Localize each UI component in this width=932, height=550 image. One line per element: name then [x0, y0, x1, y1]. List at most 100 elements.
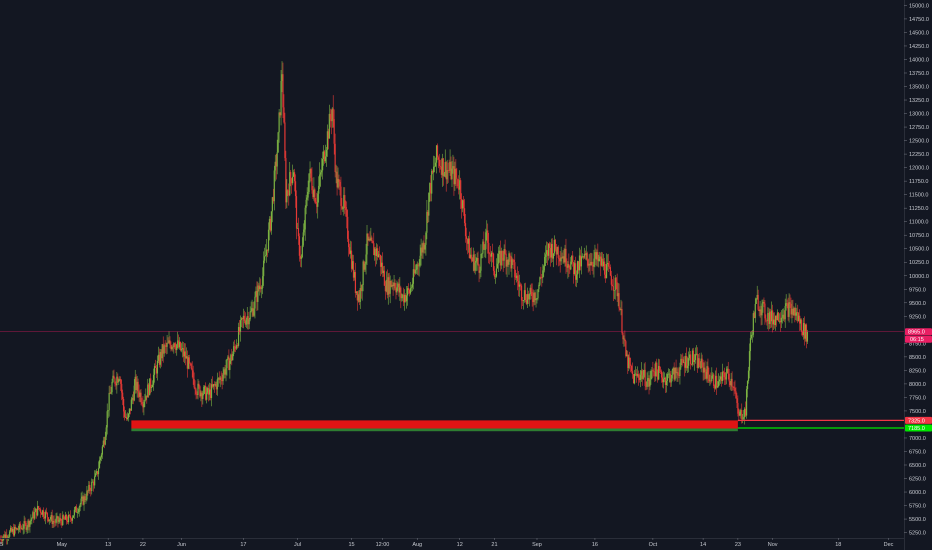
candle-body [519, 284, 522, 286]
candle-body [741, 410, 743, 420]
candle-body [143, 401, 145, 408]
candle-body [698, 358, 700, 366]
candle-body [389, 280, 391, 294]
candle-body [628, 357, 630, 369]
candle-body [250, 311, 252, 312]
candle-body [603, 261, 606, 275]
candle-body [465, 236, 468, 240]
candle-body [517, 275, 519, 282]
candle-body [112, 375, 114, 382]
candle-body [113, 375, 115, 379]
candle-body [497, 253, 499, 264]
candle-body [347, 216, 349, 239]
candle-body [82, 496, 84, 505]
candle-body [404, 294, 406, 303]
candle-body [35, 508, 37, 512]
candle-body [602, 258, 604, 267]
candle-body [42, 510, 45, 517]
candle-body [607, 262, 610, 267]
candle-body [723, 372, 725, 378]
candle-body [525, 300, 527, 304]
candle-body [71, 517, 74, 521]
candle-body [228, 356, 230, 370]
candle-body [415, 269, 417, 271]
price-tick-label: 5500.0 [909, 517, 926, 523]
candle-body [181, 348, 184, 350]
candle-body [166, 342, 168, 347]
candle-body [559, 258, 561, 262]
time-axis[interactable]: 15 May 13 22 Jun 17 Jul 15 12:00 Aug 12 21 Sep 16 Oct 1… [0, 538, 904, 548]
candle-body [101, 446, 103, 455]
candle-body [599, 256, 601, 259]
candle-body [522, 300, 525, 302]
price-tick-label: 14750.0 [909, 17, 929, 23]
candle-body [355, 291, 357, 294]
candle-body [47, 517, 49, 522]
time-tick-label: 22 [140, 542, 146, 548]
candle-body [161, 344, 163, 359]
price-axis[interactable]: 15000.0 14750.0 14500.0 14250.0 14000.0 13750… [904, 0, 929, 550]
candle-body [253, 308, 255, 316]
candle-body [232, 353, 234, 361]
candle-body [626, 354, 628, 357]
candle-body [412, 269, 414, 284]
candle-body [326, 131, 329, 150]
candle-body [124, 416, 127, 418]
candle-body [315, 201, 317, 204]
candle-body [387, 277, 389, 295]
candle-body [263, 260, 265, 277]
zone-bottom-tag-box [905, 424, 932, 432]
candle-body [235, 346, 237, 349]
time-tick-label: Jun [177, 542, 186, 548]
candle-body [587, 259, 589, 266]
candle-body [346, 210, 348, 217]
candle-body [658, 366, 660, 380]
candle-body [118, 379, 120, 383]
candle-body [500, 251, 502, 266]
candle-body [530, 287, 532, 293]
candle-body [392, 284, 394, 287]
candle-body [568, 264, 570, 268]
candle-body [247, 316, 249, 325]
candle-body [435, 145, 438, 163]
candle-body [678, 375, 680, 376]
candle-body [720, 376, 723, 382]
candle-body [573, 262, 575, 275]
candle-body [43, 516, 46, 519]
candle-body [553, 239, 555, 254]
candle-body [298, 236, 301, 256]
candle-body [695, 353, 697, 355]
candle-body [567, 264, 569, 268]
candle-body [423, 242, 425, 250]
candle-body [94, 476, 96, 486]
candle-body [354, 272, 357, 294]
candle-body [158, 354, 160, 365]
candle-body [699, 365, 701, 369]
candle-body [178, 340, 180, 348]
candle-body [515, 277, 517, 278]
candle-body [712, 374, 714, 376]
candle-body [300, 257, 302, 259]
candle-body [25, 522, 27, 530]
candle-body [233, 346, 235, 354]
candle-body [640, 370, 642, 375]
candle-body [563, 256, 565, 263]
time-tick-label: 12:00 [376, 542, 390, 548]
candle-body [707, 366, 709, 375]
candle-body [188, 357, 190, 364]
time-tick-label: May [57, 542, 68, 548]
candle-body [51, 515, 53, 525]
candle-body [203, 386, 205, 395]
candle-body [278, 112, 280, 133]
candle-body [771, 310, 773, 322]
candle-body [66, 514, 68, 521]
candle-body [630, 364, 632, 366]
candle-body [362, 261, 364, 285]
candle-body [331, 108, 333, 122]
candle-body [245, 319, 247, 325]
candle-body [397, 283, 399, 288]
candle-body [590, 261, 592, 266]
candle-body [85, 499, 87, 501]
candle-body [709, 380, 711, 382]
